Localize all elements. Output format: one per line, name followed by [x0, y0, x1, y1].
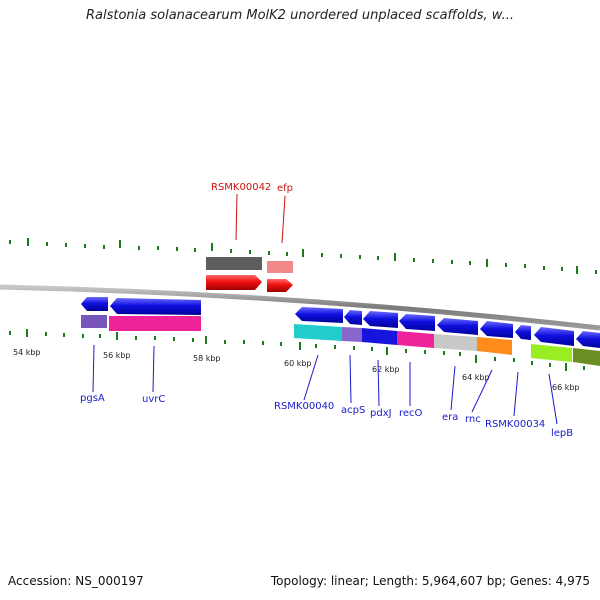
gene-pgsa-cds[interactable] — [81, 315, 107, 328]
gene-uvrc-cds[interactable] — [109, 316, 201, 331]
gene-efp-cds[interactable] — [267, 261, 293, 273]
upper-scale-ticks — [9, 238, 597, 274]
label-leaders-forward — [235, 193, 286, 244]
gene-rsmk00040-arrow[interactable] — [295, 307, 343, 323]
scale-label-58: 58 kbp — [193, 354, 221, 363]
accession-text: Accession: NS_000197 — [8, 574, 144, 588]
gene-rsmk00034-arrow[interactable] — [515, 325, 531, 340]
gene-pgsa-arrow[interactable] — [81, 297, 108, 311]
gene-labels: RSMK00042 efp pgsA uvrC RSMK00040 acpS p… — [80, 182, 573, 439]
gene-label-lepb[interactable]: lepB — [551, 428, 573, 439]
gene-uvrc-arrow[interactable] — [110, 298, 201, 315]
gene-lepb-arrow[interactable] — [534, 327, 574, 346]
gene-label-pgsa[interactable]: pgsA — [80, 393, 105, 404]
gene-efp-arrow[interactable] — [267, 279, 293, 292]
gene-rsmk00042-arrow[interactable] — [206, 275, 262, 290]
gene-rsmk00040-cds[interactable] — [294, 324, 342, 341]
gene-lepb-cds[interactable] — [531, 344, 572, 362]
gene-pdxj-cds[interactable] — [362, 328, 397, 345]
gene-pdxj-arrow[interactable] — [363, 311, 398, 328]
label-leaders-reverse — [92, 344, 558, 425]
gene-rsmk00042-cds[interactable] — [206, 257, 262, 270]
map-title: Ralstonia solanacearum MolK2 unordered u… — [85, 8, 514, 23]
scale-label-66: 66 kbp — [552, 383, 580, 392]
topology-summary: Topology: linear; Length: 5,964,607 bp; … — [270, 574, 590, 588]
gene-acps-cds[interactable] — [342, 327, 362, 342]
gene-label-rsmk00042[interactable]: RSMK00042 — [211, 182, 271, 193]
gene-reco-cds[interactable] — [397, 331, 434, 348]
gene-label-rnc[interactable]: rnc — [465, 414, 481, 425]
gene-rnc-arrow[interactable] — [480, 321, 513, 338]
gene-label-rsmk00034[interactable]: RSMK00034 — [485, 419, 545, 430]
gene-next-arrow[interactable] — [576, 331, 600, 348]
gene-label-acps[interactable]: acpS — [341, 405, 365, 416]
gene-label-era[interactable]: era — [442, 412, 458, 423]
gene-label-reco[interactable]: recO — [399, 408, 423, 419]
reverse-strand-genes[interactable] — [81, 297, 600, 366]
genome-backbone — [0, 284, 600, 331]
gene-reco-arrow[interactable] — [399, 314, 435, 331]
scale-label-64: 64 kbp — [462, 373, 490, 382]
scale-label-62: 62 kbp — [372, 365, 400, 374]
scale-label-60: 60 kbp — [284, 359, 312, 368]
scale-label-56: 56 kbp — [103, 351, 131, 360]
gene-label-efp[interactable]: efp — [277, 183, 293, 194]
gene-acps-arrow[interactable] — [344, 310, 362, 325]
forward-strand-genes[interactable] — [206, 257, 293, 292]
gene-label-uvrc[interactable]: uvrC — [142, 394, 165, 405]
gene-next-cds[interactable] — [573, 348, 600, 366]
gene-label-pdxj[interactable]: pdxJ — [370, 408, 392, 419]
lower-scale-ticks — [9, 329, 585, 371]
gene-era-cds[interactable] — [434, 334, 477, 351]
gene-rnc-cds[interactable] — [477, 337, 512, 355]
scale-labels: 54 kbp 56 kbp 58 kbp 60 kbp 62 kbp 64 kb… — [13, 348, 580, 392]
gene-label-rsmk00040[interactable]: RSMK00040 — [274, 401, 334, 412]
scale-label-54: 54 kbp — [13, 348, 41, 357]
gene-era-arrow[interactable] — [437, 318, 478, 335]
